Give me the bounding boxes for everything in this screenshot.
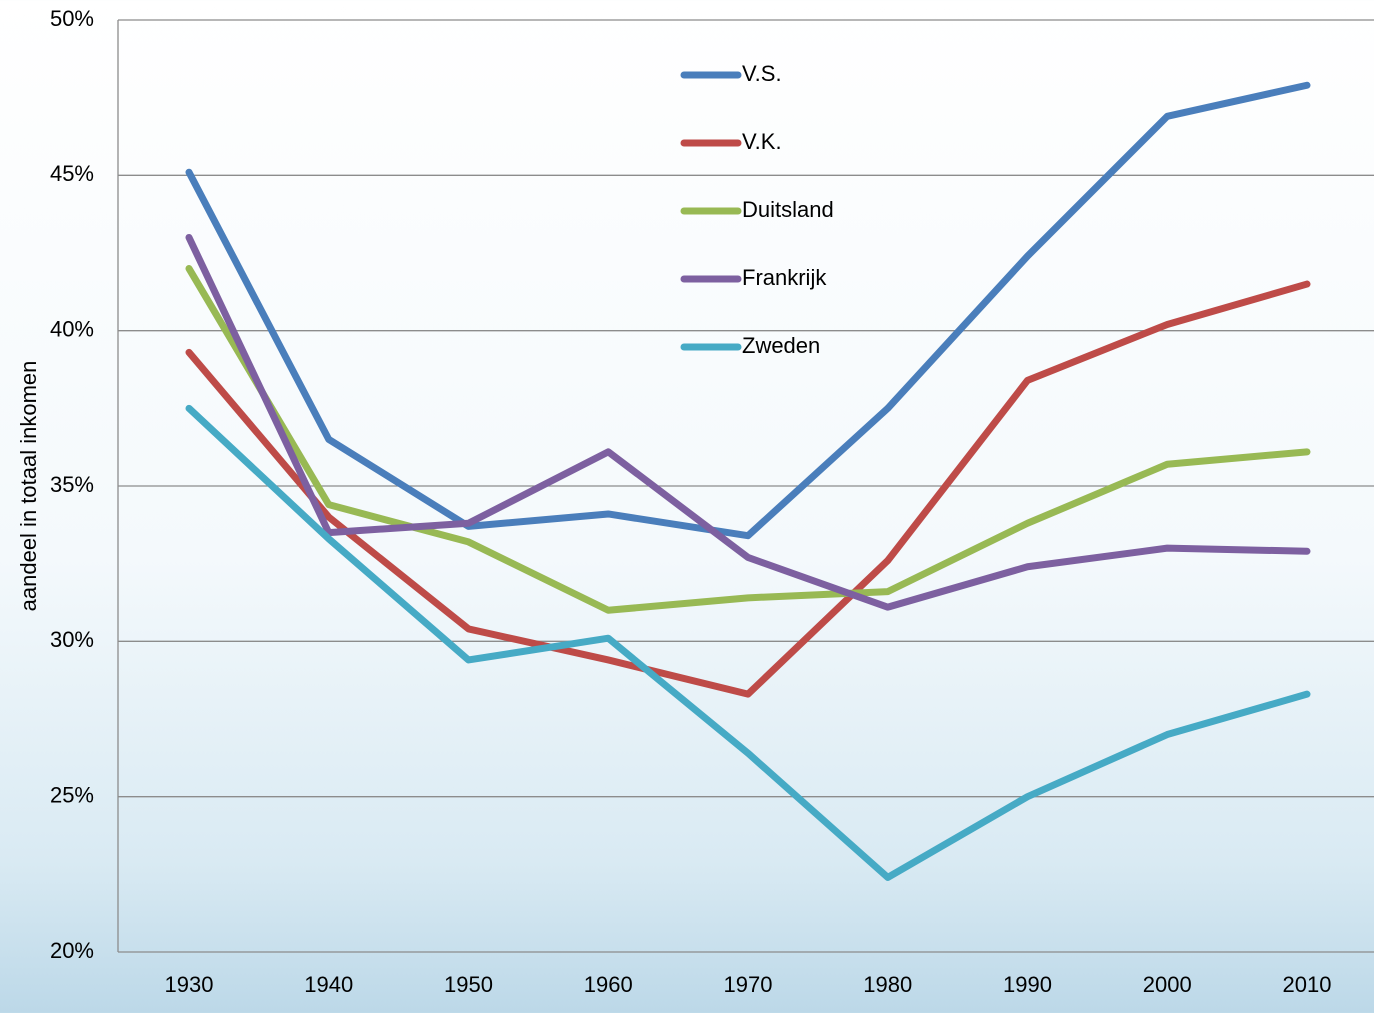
y-tick-label: 40% — [50, 316, 94, 341]
y-tick-label: 30% — [50, 627, 94, 652]
data-line — [185, 81, 1311, 540]
x-tick-label: 1960 — [584, 972, 633, 997]
x-tick-label: 2000 — [1143, 972, 1192, 997]
y-tick-label: 35% — [50, 472, 94, 497]
data-line — [185, 280, 1311, 698]
x-tick-label: 1980 — [863, 972, 912, 997]
y-axis-label: aandeel in totaal inkomen — [16, 361, 41, 612]
x-tick-label: 1940 — [304, 972, 353, 997]
x-tick-label: 1970 — [724, 972, 773, 997]
y-tick-label: 25% — [50, 782, 94, 807]
x-tick-label: 2010 — [1283, 972, 1332, 997]
x-tick-label: 1930 — [165, 972, 214, 997]
data-line — [185, 233, 1311, 611]
legend-label: Zweden — [742, 333, 820, 358]
x-tick-label: 1990 — [1003, 972, 1052, 997]
legend-label: V.K. — [742, 129, 782, 154]
y-tick-label: 20% — [50, 938, 94, 963]
x-tick-label: 1950 — [444, 972, 493, 997]
legend-label: V.S. — [742, 61, 782, 86]
y-tick-label: 50% — [50, 6, 94, 31]
data-line — [185, 265, 1311, 614]
data-line — [185, 404, 1311, 881]
legend-label: Frankrijk — [742, 265, 827, 290]
legend-label: Duitsland — [742, 197, 834, 222]
y-tick-label: 45% — [50, 161, 94, 186]
